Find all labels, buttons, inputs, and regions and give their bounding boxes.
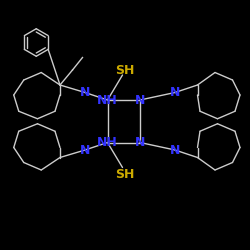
Text: N: N [135, 94, 145, 106]
Text: SH: SH [115, 64, 135, 76]
Text: N: N [170, 86, 180, 99]
Text: NH: NH [97, 136, 118, 149]
Text: N: N [80, 144, 90, 156]
Text: N: N [80, 86, 90, 99]
Text: SH: SH [115, 168, 135, 181]
Text: NH: NH [97, 94, 118, 106]
Text: N: N [135, 136, 145, 149]
Text: N: N [170, 144, 180, 156]
